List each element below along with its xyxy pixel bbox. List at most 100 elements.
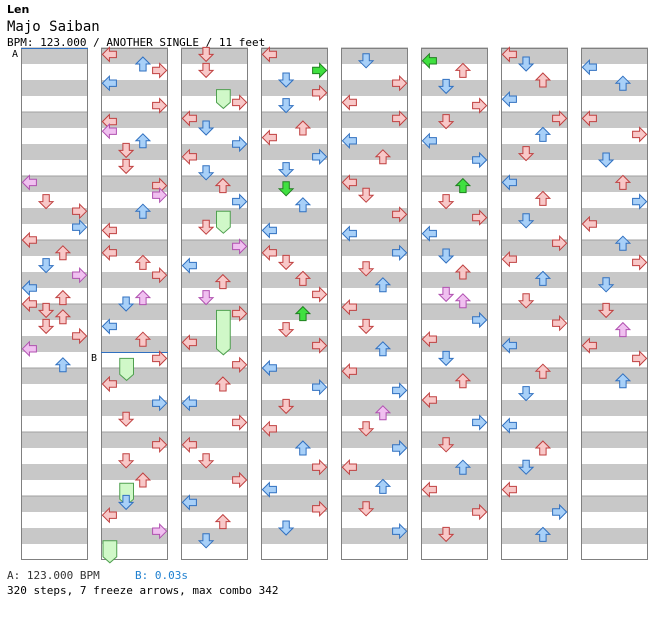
arrow-left-icon	[341, 362, 357, 380]
arrow-down-icon	[597, 152, 615, 168]
arrow-right-icon	[232, 356, 248, 374]
arrow-down-icon	[517, 146, 535, 162]
arrow-left-icon	[581, 337, 597, 354]
arrow-right-icon	[72, 266, 88, 284]
arrow-up-icon	[294, 440, 312, 456]
arrow-right-icon	[152, 394, 168, 412]
arrow-down-icon	[277, 162, 295, 178]
arrow-down-icon	[437, 350, 455, 367]
arrow-up-icon	[134, 254, 152, 270]
arrow-right-icon	[472, 151, 488, 169]
arrow-left-icon	[21, 174, 37, 191]
arrow-up-icon	[134, 56, 152, 72]
arrow-up-icon	[214, 376, 232, 392]
arrow-right-icon	[632, 350, 648, 367]
arrow-left-icon	[181, 334, 197, 351]
arrow-right-icon	[552, 234, 568, 252]
arrow-right-icon	[632, 254, 648, 271]
arrow-right-icon	[552, 110, 568, 127]
arrow-left-icon	[341, 132, 357, 150]
arrow-left-icon	[581, 215, 597, 233]
arrow-right-icon	[232, 305, 248, 322]
arrow-down-icon	[357, 501, 375, 517]
arrow-right-icon	[392, 522, 408, 540]
chart-column-8	[581, 47, 648, 560]
arrow-left-icon	[181, 494, 197, 511]
arrow-up-icon	[454, 177, 472, 194]
arrow-up-icon	[374, 149, 392, 165]
arrow-down-icon	[37, 302, 55, 319]
arrow-right-icon	[152, 350, 168, 367]
arrow-down-icon	[437, 194, 455, 210]
arrow-up-icon	[614, 174, 632, 190]
freeze-arrow	[216, 210, 231, 234]
arrow-right-icon	[392, 74, 408, 92]
arrow-left-icon	[101, 122, 117, 140]
arrow-up-icon	[614, 321, 632, 338]
chart-column-6	[421, 47, 488, 560]
arrow-right-icon	[152, 266, 168, 284]
arrow-left-icon	[341, 174, 357, 191]
arrow-up-icon	[534, 126, 552, 142]
arrow-up-icon	[454, 264, 472, 280]
marker-b: B	[91, 353, 97, 364]
arrow-up-icon	[614, 75, 632, 91]
arrow-down-icon	[117, 296, 135, 312]
arrow-up-icon	[54, 245, 72, 261]
bpm-legend: A: 123.000 BPM B: 0.03s	[7, 569, 188, 582]
arrow-right-icon	[312, 500, 328, 518]
arrow-down-icon	[357, 261, 375, 277]
arrow-up-icon	[214, 273, 232, 290]
arrow-up-icon	[214, 177, 232, 194]
arrow-down-icon	[197, 46, 215, 63]
arrow-left-icon	[101, 222, 117, 239]
arrow-down-icon	[277, 254, 295, 271]
arrow-right-icon	[232, 471, 248, 489]
arrow-up-icon	[54, 289, 72, 306]
arrow-right-icon	[152, 522, 168, 540]
arrow-down-icon	[357, 318, 375, 335]
chart-column-3	[181, 47, 248, 560]
arrow-down-icon	[197, 219, 215, 235]
arrow-down-icon	[197, 165, 215, 181]
arrow-right-icon	[472, 209, 488, 226]
arrow-left-icon	[501, 90, 517, 108]
arrow-down-icon	[357, 53, 375, 69]
arrow-right-icon	[392, 244, 408, 262]
arrow-right-icon	[552, 314, 568, 332]
arrow-left-icon	[261, 420, 277, 438]
arrow-right-icon	[152, 436, 168, 454]
arrow-up-icon	[534, 72, 552, 88]
bpm-b-label: B: 0.03s	[135, 569, 188, 582]
chart-column-2	[101, 47, 168, 560]
chart-stats: 320 steps, 7 freeze arrows, max combo 34…	[7, 584, 279, 597]
arrow-down-icon	[277, 398, 295, 415]
chart-column-4	[261, 47, 328, 560]
arrow-left-icon	[21, 340, 37, 358]
arrow-left-icon	[421, 132, 437, 150]
arrow-right-icon	[312, 84, 328, 102]
arrow-right-icon	[232, 135, 248, 153]
arrow-up-icon	[454, 62, 472, 78]
arrow-down-icon	[437, 248, 455, 264]
marker-a: A	[12, 49, 18, 60]
arrow-up-icon	[134, 133, 152, 149]
freeze-arrow	[216, 89, 231, 110]
arrow-down-icon	[517, 459, 535, 475]
arrow-left-icon	[181, 148, 197, 166]
arrow-down-icon	[517, 293, 535, 309]
artist-name: Len	[7, 3, 30, 16]
arrow-left-icon	[261, 244, 277, 262]
arrow-up-icon	[294, 270, 312, 286]
arrow-right-icon	[472, 311, 488, 329]
arrow-down-icon	[357, 187, 375, 203]
arrow-left-icon	[581, 110, 597, 127]
arrow-left-icon	[341, 458, 357, 476]
arrow-right-icon	[392, 206, 408, 223]
arrow-down-icon	[117, 494, 135, 511]
arrow-right-icon	[312, 148, 328, 166]
arrow-up-icon	[294, 197, 312, 213]
song-info: BPM: 123.000 / ANOTHER SINGLE / 11 feet	[7, 36, 266, 49]
arrow-left-icon	[341, 298, 357, 316]
